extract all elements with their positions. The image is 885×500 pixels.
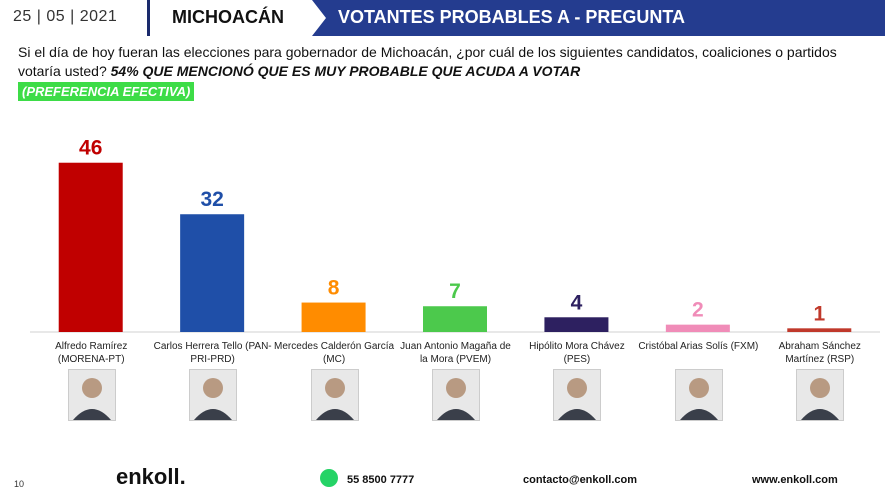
bar bbox=[787, 328, 852, 332]
candidate-name-line: Carlos Herrera Tello (PAN- bbox=[153, 341, 272, 352]
candidate-photo bbox=[67, 369, 116, 421]
candidate-photo bbox=[189, 369, 238, 421]
candidate-label: Carlos Herrera Tello (PAN- PRI-PRD) bbox=[150, 340, 275, 366]
candidate-name-line: Cristóbal Arias Solís (FXM) bbox=[638, 341, 759, 352]
candidate-label: Juan Antonio Magaña de la Mora (PVEM) bbox=[393, 340, 518, 366]
region-title: MICHOACÁN bbox=[172, 7, 284, 27]
page-number: 10 bbox=[14, 479, 25, 489]
bar-value-label: 32 bbox=[200, 188, 223, 211]
candidate-party-line: (PES) bbox=[563, 354, 591, 365]
candidate-label: Hipólito Mora Chávez (PES) bbox=[514, 340, 639, 366]
candidate-photo bbox=[674, 369, 723, 421]
footer-email: contacto@enkoll.com bbox=[523, 474, 638, 486]
bar bbox=[665, 324, 730, 332]
bar bbox=[423, 306, 487, 332]
enkoll-logo: enkoll. bbox=[116, 464, 186, 489]
bar-value-label: 2 bbox=[692, 299, 704, 322]
banner-title: VOTANTES PROBABLES A - PREGUNTA bbox=[338, 7, 686, 27]
bar-chart: 46 32 8 7 4 2 1 bbox=[30, 137, 880, 333]
header-divider bbox=[147, 0, 150, 36]
candidate-party-line: Martínez (RSP) bbox=[785, 354, 855, 365]
candidate-party-line: la Mora (PVEM) bbox=[419, 354, 492, 365]
candidate-name-line: Hipólito Mora Chávez bbox=[529, 341, 625, 352]
bar-value-label: 46 bbox=[79, 137, 102, 160]
report-date: 25 | 05 | 2021 bbox=[13, 8, 118, 25]
candidate-photo bbox=[310, 369, 359, 421]
footer-website: www.enkoll.com bbox=[752, 474, 838, 486]
bar bbox=[544, 317, 609, 332]
candidate-name-line: Juan Antonio Magaña de bbox=[400, 341, 511, 352]
preference-badge: (PREFERENCIA EFECTIVA) bbox=[18, 82, 195, 101]
candidate-name-line: Abraham Sánchez bbox=[778, 341, 861, 352]
candidate-label: Cristóbal Arias Solís (FXM) bbox=[636, 340, 761, 353]
candidate-name-line: Alfredo Ramírez bbox=[55, 341, 128, 352]
header-bar: 25 | 05 | 2021 MICHOACÁN VOTANTES PROBAB… bbox=[0, 0, 885, 36]
candidate-name-line: Mercedes Calderón García bbox=[274, 341, 395, 352]
title-banner bbox=[312, 0, 885, 36]
footer-phone: 55 8500 7777 bbox=[347, 474, 415, 486]
whatsapp-icon bbox=[320, 469, 338, 487]
candidate-party-line: PRI-PRD) bbox=[190, 354, 235, 365]
candidate-party-line: (MORENA-PT) bbox=[57, 354, 125, 365]
candidate-party-line: (MC) bbox=[322, 354, 346, 365]
candidate-photo bbox=[796, 369, 845, 421]
candidate-photo bbox=[432, 369, 480, 421]
bar-value-label: 8 bbox=[328, 277, 340, 300]
candidate-photo bbox=[553, 369, 602, 421]
question-body: Si el día de hoy fueran las elecciones p… bbox=[18, 44, 837, 79]
bar-value-label: 1 bbox=[813, 302, 825, 325]
candidate-label: Abraham Sánchez Martínez (RSP) bbox=[757, 340, 882, 366]
question-text: Si el día de hoy fueran las elecciones p… bbox=[18, 43, 868, 81]
bar bbox=[180, 214, 245, 332]
candidate-label: Mercedes Calderón García (MC) bbox=[272, 340, 397, 366]
bar bbox=[301, 302, 366, 332]
candidate-label: Alfredo Ramírez (MORENA-PT) bbox=[29, 340, 154, 366]
bar-value-label: 4 bbox=[571, 291, 583, 314]
bar bbox=[58, 162, 123, 332]
bar-value-label: 7 bbox=[449, 280, 461, 303]
question-emphasis: 54% QUE MENCIONÓ QUE ES MUY PROBABLE QUE… bbox=[110, 63, 581, 79]
